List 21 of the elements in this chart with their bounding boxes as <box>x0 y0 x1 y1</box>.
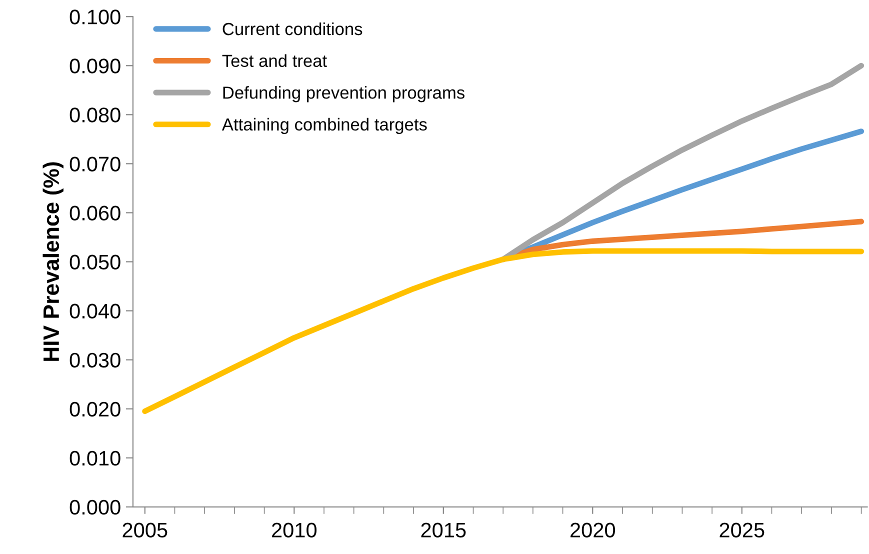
y-axis-title: HIV Prevalence (%) <box>42 162 64 361</box>
y-tick-label: 0.010 <box>70 450 120 466</box>
y-tick-label: 0.060 <box>70 206 120 220</box>
y-tick-label: 0.000 <box>70 500 120 515</box>
x-tick-label: 2020 <box>570 522 616 538</box>
legend-label: Test and treat <box>222 54 327 67</box>
y-tick-label: 0.070 <box>70 156 120 172</box>
y-tick-label: 0.020 <box>70 402 120 417</box>
legend-label: Attaining combined targets <box>222 118 427 134</box>
y-tick-label: 0.090 <box>70 58 120 74</box>
legend-label: Defunding prevention programs <box>223 86 464 102</box>
y-tick-label: 0.040 <box>70 304 120 319</box>
y-tick-label: 0.050 <box>70 254 120 270</box>
x-tick-label: 2025 <box>720 522 764 538</box>
x-tick-label: 2010 <box>272 522 317 538</box>
y-tick-label: 0.080 <box>70 108 120 122</box>
x-tick-label: 2005 <box>122 522 168 538</box>
y-tick-label: 0.100 <box>70 10 120 24</box>
y-tick-label: 0.030 <box>70 352 120 368</box>
x-tick-label: 2015 <box>421 522 466 538</box>
legend-label: Current conditions <box>222 22 362 36</box>
